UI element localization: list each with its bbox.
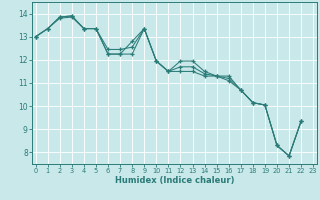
X-axis label: Humidex (Indice chaleur): Humidex (Indice chaleur) bbox=[115, 176, 234, 185]
